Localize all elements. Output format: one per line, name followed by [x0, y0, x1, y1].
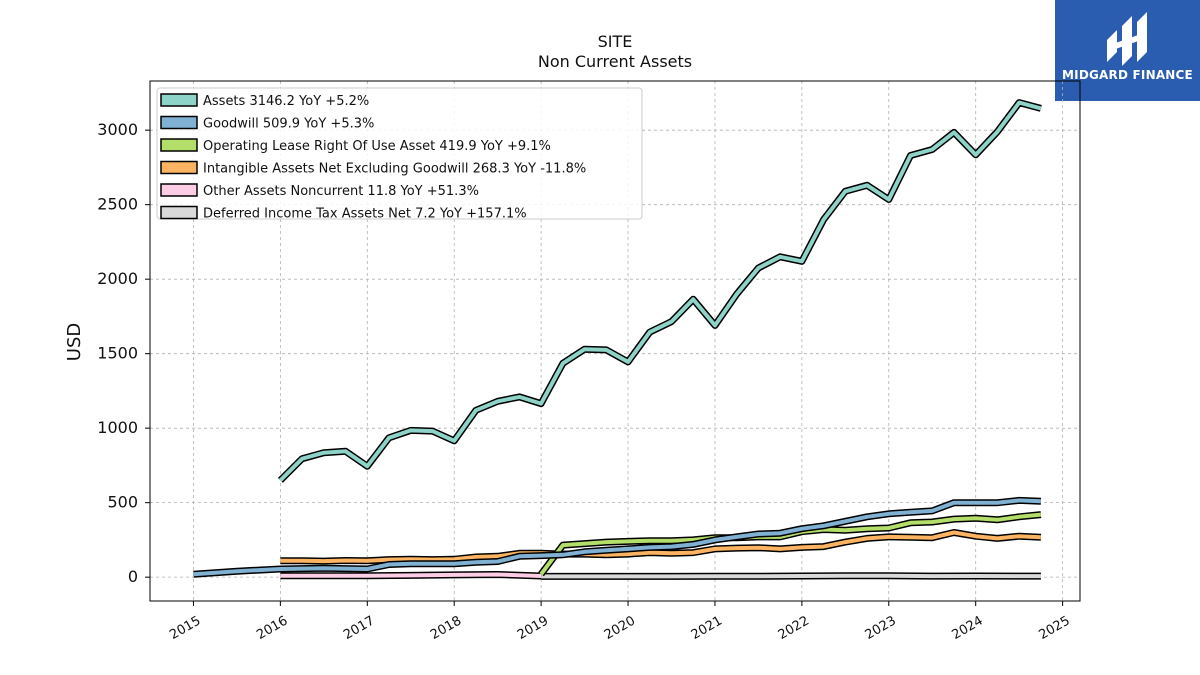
logo-mark-icon [1107, 12, 1147, 66]
x-tick-label: 2020 [602, 613, 638, 643]
plot-frame [149, 80, 1081, 602]
x-tick-label: 2019 [515, 613, 551, 643]
legend-entry: Goodwill 509.9 YoY +5.3% [203, 117, 374, 132]
y-tick-label: 1500 [97, 344, 138, 363]
x-axis: 2015 2016 2017 2018 2019 2020 2021 2022 2023 2024… [167, 601, 1073, 643]
y-tick-label: 2000 [97, 269, 138, 288]
x-tick-label: 2023 [863, 613, 899, 643]
legend-swatch [160, 205, 198, 220]
x-tick-label: 2022 [776, 613, 812, 643]
series-line [280, 530, 1041, 564]
chart-subtitle: Non Current Assets [537, 52, 693, 71]
legend-swatch [160, 183, 198, 197]
y-axis-label: USD [64, 323, 85, 361]
legend-swatch [160, 115, 198, 130]
y-tick-label: 3000 [97, 120, 138, 139]
y-axis: 0 500 1000 1500 2000 2500 3000 [97, 120, 150, 586]
series-line [541, 573, 1041, 579]
legend-box [156, 87, 643, 220]
x-tick-label: 2024 [950, 613, 986, 643]
legend-entry: Operating Lease Right Of Use Asset 419.9… [203, 139, 551, 154]
series-outline [538, 511, 1042, 577]
y-tick-label: 500 [107, 493, 138, 512]
y-tick-label: 0 [128, 567, 138, 586]
legend-entry: Assets 3146.2 YoY +5.2% [203, 94, 369, 109]
series-group [193, 99, 1042, 580]
x-tick-label: 2025 [1036, 613, 1072, 643]
logo-text: MIDGARD FINANCE [1062, 68, 1193, 82]
x-tick-label: 2016 [254, 613, 290, 643]
x-tick-label: 2021 [689, 613, 725, 643]
brand-logo: MIDGARD FINANCE [1055, 0, 1200, 101]
x-tick-label: 2017 [341, 613, 377, 643]
series-line [280, 572, 542, 578]
y-tick-label: 2500 [97, 195, 138, 214]
legend-swatch [160, 160, 198, 175]
x-tick-label: 2015 [167, 613, 203, 643]
legend-entry: Deferred Income Tax Assets Net 7.2 YoY +… [203, 207, 527, 222]
chart-title: SITE [597, 32, 633, 51]
series-line [278, 100, 1042, 482]
legend-swatch [160, 138, 198, 152]
y-tick-label: 1000 [97, 418, 138, 437]
series-line [193, 498, 1041, 577]
legend-entry: Intangible Assets Net Excluding Goodwill… [203, 162, 586, 177]
legend-swatch [160, 93, 198, 107]
x-tick-label: 2018 [428, 613, 464, 643]
legend-entry: Other Assets Noncurrent 11.8 YoY +51.3% [203, 184, 479, 199]
legend: Assets 3146.2 YoY +5.2% Goodwill 509.9 Yo… [156, 87, 643, 222]
